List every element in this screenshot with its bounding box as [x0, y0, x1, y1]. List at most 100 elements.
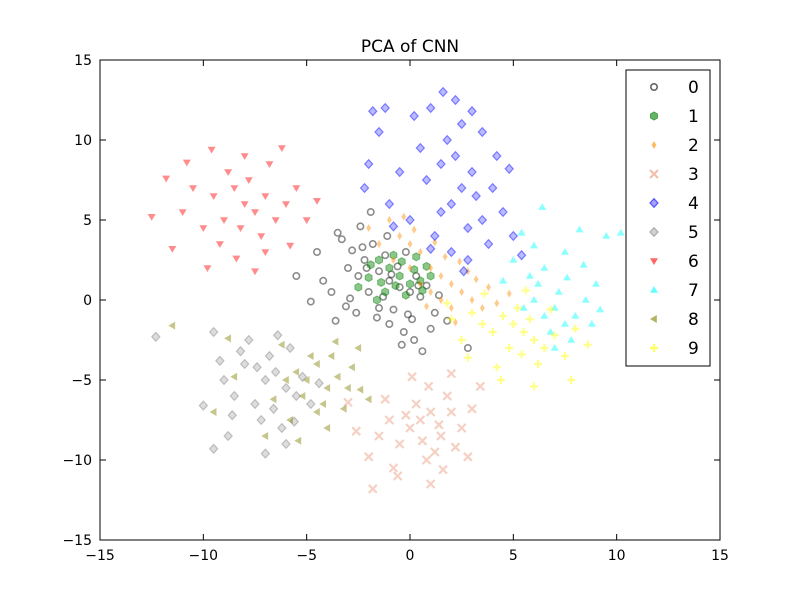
x-tick-label: 0 — [406, 548, 415, 564]
data-point — [442, 391, 452, 401]
data-point — [494, 299, 500, 308]
data-point — [364, 395, 372, 404]
data-point — [554, 288, 563, 295]
data-point — [530, 241, 538, 249]
data-point — [215, 241, 224, 248]
legend-entry-1: 1 — [650, 107, 699, 127]
data-point — [428, 264, 434, 272]
data-point — [232, 255, 241, 263]
data-point — [261, 249, 270, 256]
data-point — [587, 320, 596, 327]
data-point — [540, 344, 549, 352]
data-point — [292, 368, 300, 376]
series-3 — [343, 368, 486, 494]
data-point — [199, 225, 208, 232]
data-point — [458, 265, 469, 277]
data-point — [376, 240, 382, 248]
data-point — [422, 281, 431, 290]
data-point — [409, 110, 419, 122]
data-point — [421, 174, 432, 186]
data-point — [257, 233, 266, 240]
data-point — [381, 287, 390, 297]
data-point — [281, 438, 291, 450]
data-point — [277, 145, 286, 152]
data-point — [219, 374, 229, 386]
data-point — [373, 295, 381, 305]
data-point — [386, 216, 392, 224]
data-point — [282, 376, 289, 384]
data-point — [356, 385, 364, 394]
data-point — [505, 344, 514, 352]
series-0 — [292, 208, 472, 356]
data-point — [395, 283, 404, 292]
series-7 — [499, 203, 625, 351]
chart-title: PCA of CNN — [361, 37, 459, 57]
data-point — [517, 228, 526, 236]
data-point — [394, 166, 405, 178]
legend-label: 5 — [688, 223, 699, 243]
data-point — [359, 182, 370, 194]
data-point — [389, 305, 398, 314]
data-point — [368, 484, 378, 494]
data-point — [348, 246, 357, 255]
data-point — [426, 324, 435, 333]
data-point — [450, 150, 461, 162]
data-point — [367, 105, 378, 117]
y-tick-label: −5 — [71, 373, 92, 389]
data-point — [408, 315, 417, 324]
data-point — [530, 382, 538, 391]
data-point — [356, 222, 365, 231]
data-point — [616, 228, 625, 236]
data-point — [530, 296, 538, 303]
points-layer — [147, 86, 625, 494]
data-point — [480, 289, 489, 298]
data-point — [391, 256, 396, 264]
data-point — [313, 408, 320, 416]
x-tick-label: 5 — [509, 548, 518, 564]
data-point — [333, 372, 341, 381]
data-point — [363, 452, 374, 462]
data-point — [292, 185, 301, 192]
data-point — [434, 291, 443, 300]
legend-entry-9: 9 — [650, 339, 699, 359]
data-point — [366, 224, 372, 232]
data-point — [384, 415, 395, 425]
data-point — [478, 320, 487, 328]
data-point — [292, 271, 301, 280]
data-point — [519, 328, 528, 336]
data-point — [517, 350, 526, 359]
data-point — [471, 190, 481, 202]
data-point — [416, 292, 425, 301]
data-point — [508, 230, 519, 242]
data-point — [468, 308, 476, 317]
data-point — [456, 182, 467, 194]
data-point — [463, 222, 473, 234]
data-point — [498, 206, 508, 218]
data-point — [377, 277, 385, 287]
data-point — [602, 232, 611, 239]
y-tick-label: 5 — [83, 213, 92, 229]
data-point — [592, 280, 600, 287]
data-point — [477, 214, 488, 226]
data-point — [327, 287, 336, 296]
data-point — [250, 398, 260, 410]
data-point — [344, 384, 351, 392]
data-point — [380, 102, 391, 114]
legend-entry-0: 0 — [649, 78, 699, 98]
legend: 0 1 2 3 4 5 6 7 8 9 — [625, 69, 711, 367]
data-point — [374, 431, 384, 441]
data-point — [374, 267, 383, 276]
data-point — [294, 436, 302, 445]
data-point — [286, 416, 293, 424]
data-point — [422, 261, 431, 271]
data-point — [363, 158, 374, 170]
series-1 — [354, 250, 435, 305]
data-point — [372, 313, 381, 322]
data-point — [463, 254, 473, 266]
data-point — [302, 376, 310, 384]
data-point — [581, 296, 590, 303]
data-point — [447, 315, 456, 324]
data-point — [260, 374, 271, 386]
data-point — [354, 271, 363, 280]
